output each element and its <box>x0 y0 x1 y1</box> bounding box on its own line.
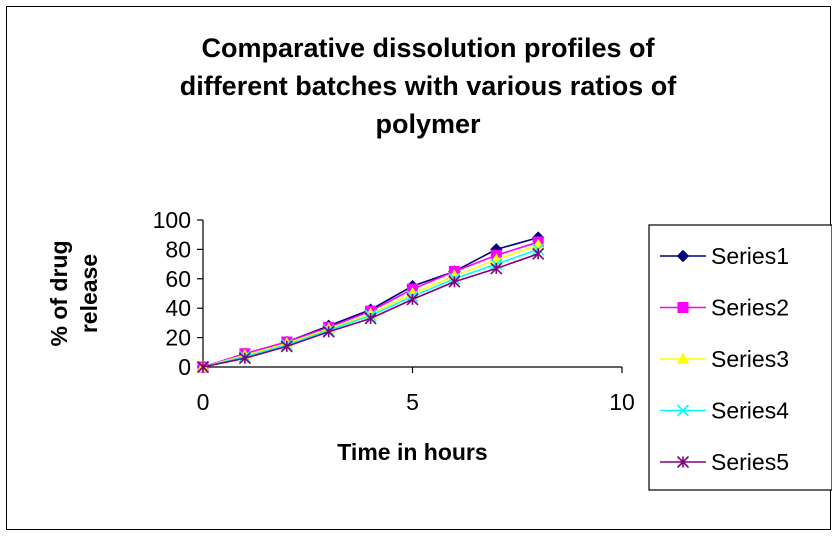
legend-label: Series3 <box>711 346 789 372</box>
chart-title: Comparative dissolution profiles of diffe… <box>180 33 678 139</box>
legend-item: Series2 <box>660 295 789 321</box>
data-point <box>448 275 461 288</box>
plot-area: 0 20 40 60 80 100 0 5 10 Time in hours % of drug re… <box>46 207 635 465</box>
data-point <box>406 293 419 306</box>
y-axis-title: % of drug release <box>46 240 102 346</box>
data-point <box>532 247 545 260</box>
legend-marker <box>676 455 690 469</box>
legend-item: Series5 <box>660 449 789 475</box>
x-tick-label: 0 <box>197 389 210 415</box>
y-tick-label: 80 <box>165 236 191 262</box>
data-point <box>196 360 210 374</box>
y-axis-title-line: release <box>76 254 102 333</box>
data-point <box>322 325 335 338</box>
x-tick-label: 5 <box>406 389 419 415</box>
legend: Series1 Series2 Series3 Series4 Series5 <box>648 224 832 491</box>
legend-label: Series5 <box>711 449 789 475</box>
legend-marker <box>676 404 690 417</box>
chart-title-line: different batches with various ratios of <box>180 71 678 101</box>
x-axis-title: Time in hours <box>337 439 487 465</box>
y-tick-label: 60 <box>165 266 191 292</box>
chart-frame: Comparative dissolution profiles of diffe… <box>6 6 832 530</box>
legend-item: Series3 <box>660 346 789 372</box>
legend-marker <box>677 302 689 313</box>
chart-svg: Comparative dissolution profiles of diffe… <box>46 33 832 491</box>
legend-label: Series2 <box>711 295 789 321</box>
y-tick-label: 40 <box>165 295 191 321</box>
y-tick-label: 20 <box>165 325 191 351</box>
legend-item: Series4 <box>660 398 789 424</box>
legend-marker <box>676 249 690 263</box>
x-tick-label: 10 <box>609 389 635 415</box>
y-axis-title-line: % of drug <box>46 240 72 346</box>
chart-title-line: polymer <box>375 109 481 139</box>
legend-item: Series1 <box>660 243 789 269</box>
y-tick-label: 0 <box>178 354 191 380</box>
legend-label: Series4 <box>711 398 789 424</box>
series-5 <box>196 247 545 374</box>
data-point <box>490 262 503 275</box>
data-point <box>280 340 293 353</box>
series-line <box>202 236 539 368</box>
data-point <box>364 312 377 325</box>
y-tick-label: 100 <box>153 207 191 233</box>
chart-title-line: Comparative dissolution profiles of <box>201 33 655 63</box>
data-point <box>238 352 251 365</box>
legend-label: Series1 <box>711 243 789 269</box>
legend-marker <box>676 352 690 364</box>
legend-box <box>648 224 832 491</box>
